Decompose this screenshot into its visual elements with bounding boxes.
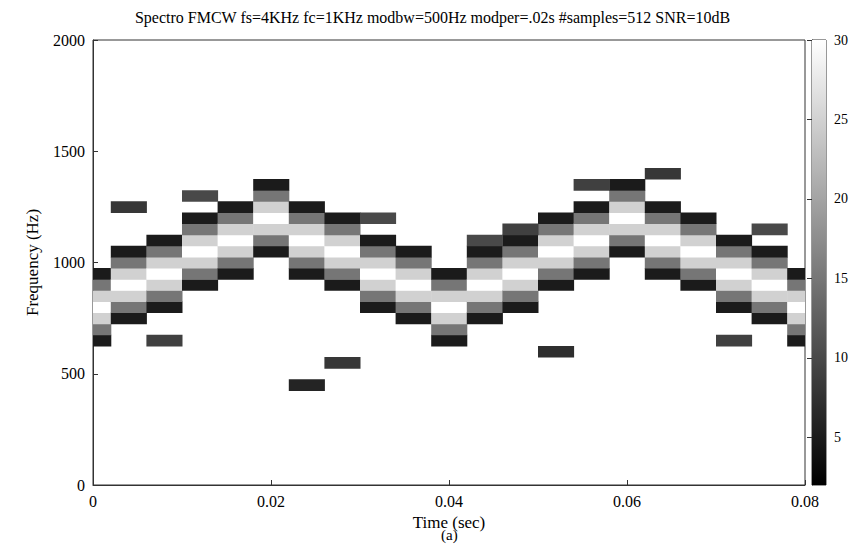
svg-text:0.08: 0.08 bbox=[791, 493, 819, 510]
svg-text:Spectro FMCW fs=4KHz fc=1KHz m: Spectro FMCW fs=4KHz fc=1KHz modbw=500Hz… bbox=[135, 9, 730, 27]
svg-text:1500: 1500 bbox=[53, 143, 85, 160]
svg-text:(a): (a) bbox=[441, 526, 458, 543]
svg-text:15: 15 bbox=[834, 271, 848, 286]
svg-text:0: 0 bbox=[89, 493, 97, 510]
svg-text:0.02: 0.02 bbox=[257, 493, 285, 510]
svg-text:Frequency (Hz): Frequency (Hz) bbox=[23, 209, 42, 316]
svg-text:10: 10 bbox=[834, 350, 848, 365]
svg-text:5: 5 bbox=[834, 430, 841, 445]
svg-text:1000: 1000 bbox=[53, 254, 85, 271]
svg-text:Time (sec): Time (sec) bbox=[413, 513, 486, 532]
svg-text:20: 20 bbox=[834, 191, 848, 206]
svg-text:0: 0 bbox=[77, 477, 85, 494]
svg-text:500: 500 bbox=[61, 365, 85, 382]
svg-text:0.06: 0.06 bbox=[613, 493, 641, 510]
svg-text:2000: 2000 bbox=[53, 32, 85, 49]
svg-text:0.04: 0.04 bbox=[435, 493, 463, 510]
svg-text:30: 30 bbox=[834, 33, 848, 48]
svg-text:25: 25 bbox=[834, 112, 848, 127]
